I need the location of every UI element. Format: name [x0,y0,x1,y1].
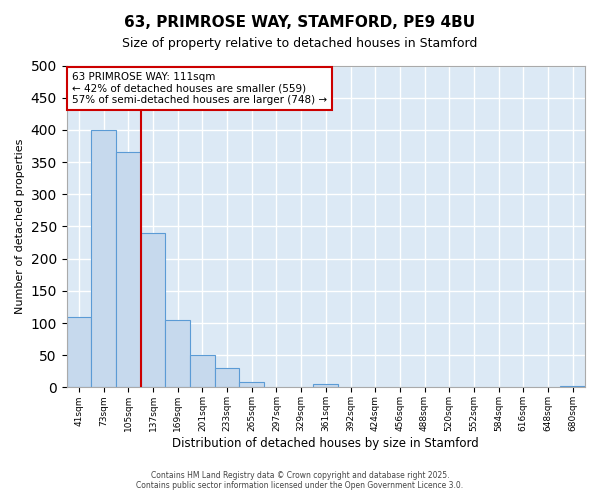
Bar [141,233,166,388]
Text: 63 PRIMROSE WAY: 111sqm
← 42% of detached houses are smaller (559)
57% of semi-d: 63 PRIMROSE WAY: 111sqm ← 42% of detache… [72,72,327,105]
X-axis label: Distribution of detached houses by size in Stamford: Distribution of detached houses by size … [172,437,479,450]
Bar [116,152,141,388]
Bar [313,384,338,388]
Bar [215,368,239,388]
Bar [91,130,116,388]
Bar [560,386,585,388]
Bar [166,320,190,388]
Bar [239,382,264,388]
Text: Size of property relative to detached houses in Stamford: Size of property relative to detached ho… [122,38,478,51]
Bar [190,355,215,388]
Y-axis label: Number of detached properties: Number of detached properties [15,139,25,314]
Bar [67,316,91,388]
Text: 63, PRIMROSE WAY, STAMFORD, PE9 4BU: 63, PRIMROSE WAY, STAMFORD, PE9 4BU [124,15,476,30]
Text: Contains HM Land Registry data © Crown copyright and database right 2025.
Contai: Contains HM Land Registry data © Crown c… [136,470,464,490]
